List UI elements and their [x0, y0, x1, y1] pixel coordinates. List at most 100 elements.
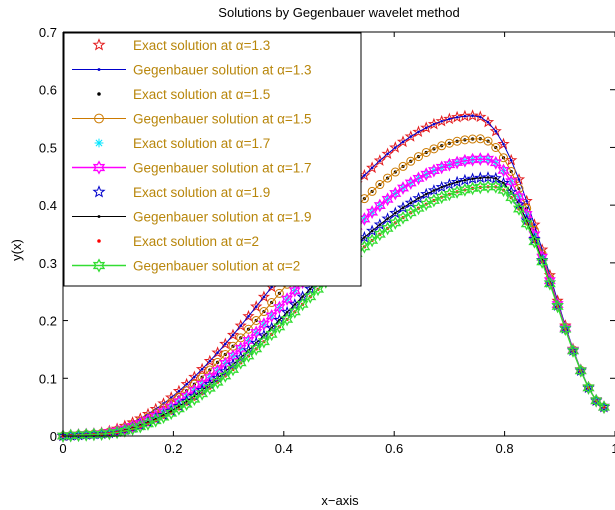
- series-2-point: [494, 129, 498, 133]
- series-1-point: [489, 124, 502, 137]
- series-1-point: [250, 300, 263, 312]
- series-10-point: [227, 362, 240, 377]
- series-2-point: [185, 382, 188, 386]
- series-10-point: [597, 400, 610, 414]
- series-8-point: [285, 311, 289, 314]
- series-7-point: [381, 212, 394, 224]
- series-4-point: [390, 167, 400, 177]
- series-4-point: [251, 315, 261, 325]
- series-10-point: [172, 401, 185, 416]
- series-7-point: [234, 351, 247, 363]
- series-2-point: [409, 135, 413, 138]
- x-tick-label: 0.4: [275, 441, 293, 456]
- legend-entry-1: Exact solution at α=1.3: [92, 38, 270, 53]
- series-2-point: [432, 122, 436, 126]
- series-8-point: [494, 177, 498, 180]
- series-1-point: [396, 135, 410, 148]
- series-2-point: [363, 174, 366, 177]
- series-4-point: [498, 153, 508, 163]
- series-4-point: [383, 173, 393, 183]
- series-1-point: [366, 161, 379, 174]
- series-1-point: [435, 114, 448, 127]
- series-2-point: [193, 375, 196, 379]
- series-7-point: [389, 206, 402, 219]
- series-1-point: [381, 147, 394, 160]
- series-7-point: [373, 218, 386, 230]
- series-2-point: [169, 396, 173, 399]
- series-4-point: [413, 152, 423, 162]
- series-10-point: [590, 393, 603, 408]
- series-2-point: [208, 359, 212, 363]
- legend-entry-5: Exact solution at α=1.7: [94, 136, 270, 151]
- series-10-point: [242, 348, 255, 363]
- series-2-point: [509, 158, 513, 162]
- series-6-point: [404, 176, 417, 190]
- series-10-point: [288, 305, 301, 319]
- legend-label: Gegenbauer solution at α=1.7: [133, 161, 312, 176]
- series-6-point: [273, 300, 286, 315]
- series-2-point: [177, 389, 181, 393]
- series-2-point: [262, 295, 266, 299]
- series-7-point: [396, 201, 410, 213]
- series-10-point: [512, 202, 525, 216]
- series-2-point: [463, 114, 467, 118]
- series-10-point: [234, 355, 247, 370]
- series-7-point: [203, 377, 216, 390]
- legend-entry-3: Exact solution at α=1.5: [97, 87, 270, 102]
- legend-entry-7: Exact solution at α=1.9: [92, 185, 270, 200]
- legend-entry-2: Gegenbauer solution at α=1.3: [72, 63, 312, 78]
- series-2-point: [223, 342, 227, 346]
- series-2-point: [517, 178, 521, 181]
- series-7-point: [211, 371, 224, 384]
- series-6-point: [543, 273, 556, 288]
- series-10-point: [466, 181, 479, 196]
- series-10-point: [296, 297, 309, 312]
- series-6-point: [551, 297, 564, 312]
- series-10-point: [250, 341, 263, 356]
- series-8-point: [432, 189, 436, 192]
- series-4-point: [421, 147, 431, 157]
- series-10-point: [505, 190, 518, 205]
- legend-label: Gegenbauer solution at α=1.3: [133, 63, 312, 78]
- y-tick-label: 0.2: [39, 314, 57, 329]
- legend-marker: [92, 185, 106, 198]
- x-axis-label: x−axis: [321, 493, 359, 508]
- series-8-point: [479, 176, 482, 180]
- series-8-point: [471, 177, 474, 181]
- series-7-point: [242, 343, 255, 356]
- legend-label: Exact solution at α=1.3: [133, 38, 270, 53]
- series-10-point: [219, 369, 232, 383]
- series-6-point: [288, 283, 301, 298]
- series-7-point: [226, 358, 240, 370]
- series-10-point: [366, 233, 379, 248]
- legend-marker: [92, 38, 106, 51]
- series-4-point: [491, 142, 501, 152]
- series-6-point: [281, 292, 294, 307]
- series-1-point: [497, 137, 510, 150]
- x-tick-label: 0: [59, 441, 66, 456]
- series-7-point: [250, 336, 263, 349]
- series-4-point: [437, 141, 447, 151]
- series-10-point: [103, 426, 116, 441]
- series-10-point: [412, 201, 425, 216]
- series-10-point: [281, 312, 294, 327]
- series-10-point: [582, 381, 595, 395]
- series-10-point: [157, 410, 170, 425]
- series-10-point: [574, 363, 587, 378]
- series-6-point: [451, 155, 464, 170]
- x-tick-label: 0.2: [164, 441, 182, 456]
- legend-label: Exact solution at α=1.9: [133, 185, 270, 200]
- series-4-point: [375, 180, 385, 190]
- series-2-point: [455, 115, 459, 119]
- series-2-point: [200, 367, 204, 371]
- legend-marker: [94, 138, 104, 148]
- series-8-point: [455, 180, 459, 184]
- series-7-point: [481, 171, 495, 183]
- series-6-point: [497, 163, 510, 178]
- series-8-point: [486, 176, 490, 179]
- y-tick-label: 0: [50, 429, 57, 444]
- series-10-point: [211, 375, 224, 390]
- series-2-point: [254, 305, 258, 308]
- legend: Exact solution at α=1.3 Gegenbauer soluti…: [63, 32, 362, 287]
- series-10-point: [257, 334, 270, 349]
